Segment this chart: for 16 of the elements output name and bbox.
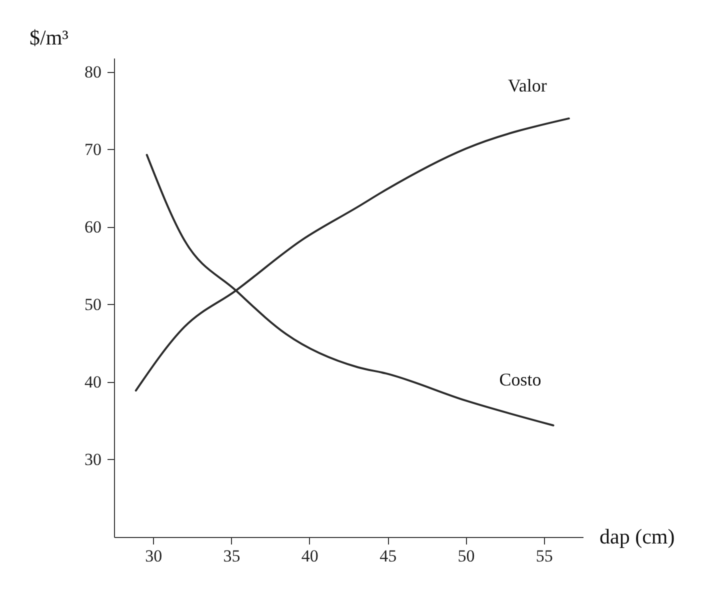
x-tick-label: 35 (223, 546, 240, 566)
x-tick-label: 30 (145, 546, 162, 566)
y-tick-label: 30 (84, 450, 102, 469)
series-label: Valor (508, 75, 547, 96)
y-tick-label: 80 (84, 62, 102, 82)
y-tick-label: 60 (84, 217, 102, 236)
x-tick-label: 55 (536, 546, 553, 566)
x-tick-label: 45 (380, 546, 397, 566)
y-axis-title: $/m³ (30, 26, 68, 50)
x-tick-label: 50 (458, 546, 475, 566)
x-tick-label: 40 (301, 546, 318, 566)
y-tick-label: 40 (84, 372, 102, 392)
x-axis-title: dap (cm) (600, 524, 675, 548)
series-label: Costo (499, 369, 542, 390)
y-tick-label: 50 (84, 294, 102, 314)
y-tick-label: 70 (84, 140, 102, 159)
